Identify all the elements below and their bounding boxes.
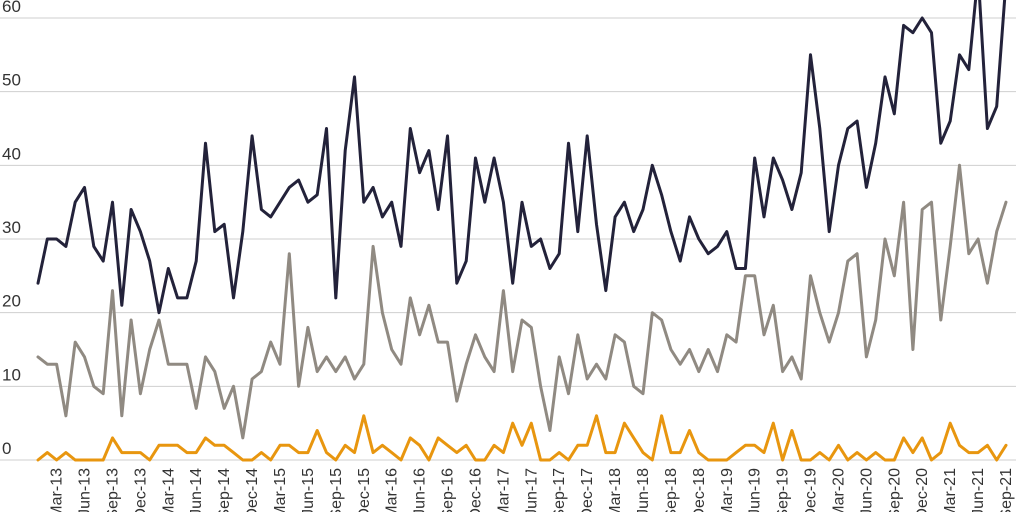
series-lines: [36, 0, 1008, 462]
x-tick-label: Jun-13: [77, 468, 94, 512]
x-tick-label: Jun-14: [188, 468, 205, 512]
x-tick-label: Mar-20: [830, 468, 847, 512]
gridlines: [0, 17, 1016, 461]
x-tick-label: Dec-15: [356, 468, 373, 512]
x-tick-label: Mar-16: [384, 468, 401, 512]
x-tick-label: Dec-20: [914, 468, 931, 512]
x-axis-ticks: Mar-13 Jun-13 Sep-13 Dec-13 Mar-14 Jun-14 Sep-…: [49, 468, 1015, 512]
series-line-series-b: [36, 163, 1008, 440]
series-line-series-a: [36, 0, 1007, 315]
x-tick-label: Sep-16: [440, 468, 457, 512]
x-tick-label: Sep-18: [663, 468, 680, 512]
x-tick-label: Mar-13: [49, 468, 66, 512]
x-tick-label: Sep-21: [998, 468, 1015, 512]
x-tick-label: Dec-19: [803, 468, 820, 512]
x-tick-label: Jun-19: [747, 468, 764, 512]
x-tick-label: Jun-17: [523, 468, 540, 512]
x-tick-label: Jun-18: [635, 468, 652, 512]
y-tick-label: 50: [2, 71, 21, 90]
x-tick-label: Sep-20: [886, 468, 903, 512]
x-tick-label: Jun-20: [858, 468, 875, 512]
x-tick-label: Jun-21: [970, 468, 987, 512]
y-tick-label: 30: [2, 218, 21, 237]
x-tick-label: Dec-17: [579, 468, 596, 512]
x-tick-label: Mar-15: [272, 468, 289, 512]
x-tick-label: Sep-17: [551, 468, 568, 512]
series-line-series-c: [36, 414, 1008, 462]
y-tick-label: 0: [2, 439, 11, 458]
x-tick-label: Sep-15: [328, 468, 345, 512]
y-tick-label: 40: [2, 144, 21, 163]
x-tick-label: Dec-16: [467, 468, 484, 512]
y-tick-label: 60: [2, 0, 21, 16]
x-tick-label: Jun-16: [412, 468, 429, 512]
x-tick-label: Sep-14: [216, 468, 233, 512]
y-axis-ticks: 0 10 20 30 40 50 60: [2, 0, 21, 458]
x-tick-label: Dec-13: [132, 468, 149, 512]
x-tick-label: Sep-13: [104, 468, 121, 512]
x-tick-label: Jun-15: [300, 468, 317, 512]
x-tick-label: Dec-14: [244, 468, 261, 512]
x-tick-label: Mar-14: [160, 468, 177, 512]
x-tick-label: Mar-21: [942, 468, 959, 512]
y-tick-label: 20: [2, 292, 21, 311]
y-tick-label: 10: [2, 365, 21, 384]
x-tick-label: Dec-18: [691, 468, 708, 512]
x-tick-label: Sep-19: [775, 468, 792, 512]
x-tick-label: Mar-17: [495, 468, 512, 512]
x-tick-label: Mar-19: [719, 468, 736, 512]
x-tick-label: Mar-18: [607, 468, 624, 512]
